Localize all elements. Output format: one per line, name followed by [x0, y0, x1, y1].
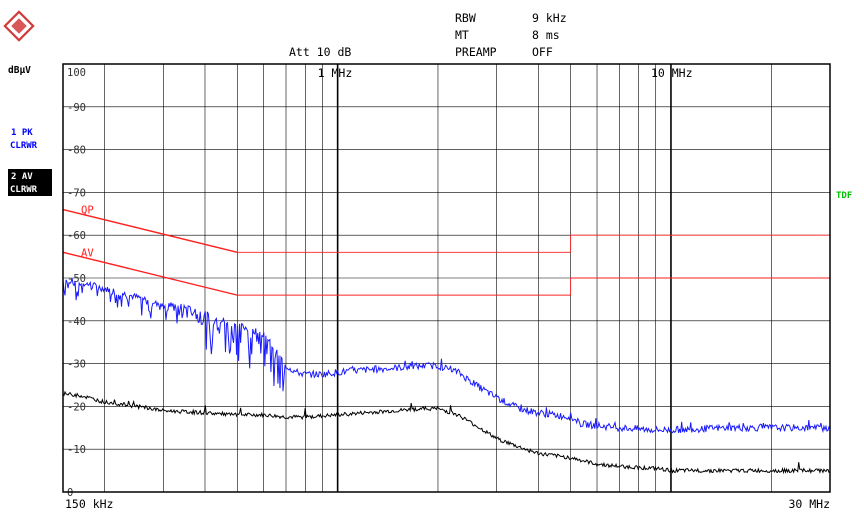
rbw-value: 9 kHz: [532, 11, 567, 25]
x-tick-label: 1 MHz: [318, 66, 353, 80]
rohde-schwarz-logo: [3, 10, 35, 42]
preamp-value: OFF: [532, 45, 553, 59]
rbw-label: RBW: [455, 11, 476, 25]
y-tick-label: -90: [67, 102, 86, 114]
y-tick-label: -10: [67, 444, 86, 456]
x-tick-label: 150 kHz: [65, 497, 113, 511]
preamp-label: PREAMP: [455, 45, 497, 59]
traces: [62, 278, 831, 475]
trace-2-average: [62, 390, 831, 475]
y-tick-label: -80: [67, 145, 86, 157]
attenuation-readout: Att 10 dB: [289, 45, 351, 59]
y-tick-label: 0: [67, 487, 73, 499]
mt-value: 8 ms: [532, 28, 560, 42]
y-tick-label: -70: [67, 187, 86, 199]
y-unit-label: dBµV: [8, 65, 31, 76]
trace2-mode: CLRWR: [10, 185, 38, 195]
mt-label: MT: [455, 28, 469, 42]
y-tick-labels: 100 -90 -80 -70 -60 -50 -40 -30 -20 -10 0: [67, 67, 86, 499]
limit-line-segment: [62, 208, 238, 253]
y-tick-label: -20: [67, 401, 86, 413]
limit-line-label: QP: [81, 205, 94, 217]
y-tick-label: -30: [67, 359, 86, 371]
y-tick-label: -40: [67, 316, 86, 328]
trace1-mode: CLRWR: [10, 141, 38, 151]
trace2-label-box: [8, 169, 52, 196]
trace2-label: 2 AV: [11, 172, 33, 182]
y-tick-label: 100: [67, 67, 86, 79]
trace-1-peak: [62, 278, 831, 434]
x-tick-labels: 150 kHz 1 MHz 10 MHz 30 MHz: [65, 66, 830, 511]
plot-frame: [62, 63, 831, 493]
x-tick-label: 30 MHz: [788, 497, 830, 511]
trace1-label: 1 PK: [11, 128, 33, 138]
limit-line-segment: [62, 251, 238, 296]
tdf-label: TDF: [836, 191, 852, 201]
y-tick-label: -60: [67, 230, 86, 242]
limit-lines: QP AV: [62, 205, 830, 296]
limit-line-label: AV: [81, 247, 94, 259]
x-tick-label: 10 MHz: [651, 66, 693, 80]
y-tick-label: -50: [67, 273, 86, 285]
